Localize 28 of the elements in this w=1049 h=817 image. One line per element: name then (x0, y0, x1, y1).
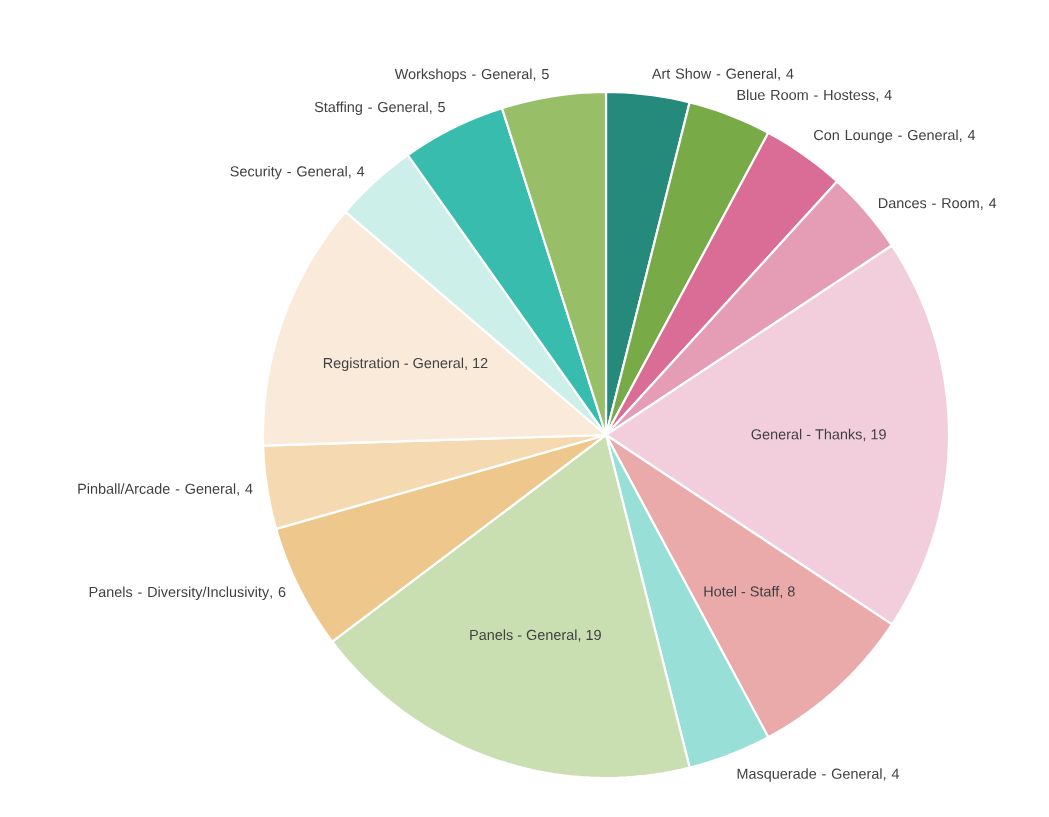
slice-label: Workshops - General (394, 68, 532, 82)
slice-label: Panels - Diversity/Inclusivity (89, 586, 270, 600)
data-label: , 4 (981, 198, 997, 210)
slice-label: Con Lounge - General (814, 129, 958, 144)
data-label: , 8 (780, 586, 795, 599)
data-label: , 4 (876, 89, 892, 102)
slice-label: Masquerade - General (737, 768, 882, 782)
data-label: , 5 (533, 69, 549, 81)
slice-label: Security - General (230, 165, 347, 180)
slice-label: General - Thanks (751, 428, 862, 440)
slice-label: Art Show - General (651, 68, 777, 79)
data-label: , 5 (429, 102, 445, 114)
slice-label: Dances - Room (878, 198, 979, 209)
data-label: , 12 (465, 357, 488, 370)
data-label: , 4 (237, 483, 253, 496)
slice-label: Pinball/Arcade - General (78, 483, 236, 494)
data-label: , 4 (959, 130, 976, 142)
slice-label: Staffing - General (314, 101, 428, 116)
slice-label: Hotel - Staff (704, 586, 780, 597)
data-label: , 4 (778, 68, 794, 81)
slice-label: Panels - General (470, 629, 577, 641)
slice-label: Blue Room - Hostess (737, 89, 875, 101)
data-label: , 19 (578, 629, 601, 642)
data-label: , 19 (863, 429, 886, 442)
data-label: , 4 (883, 768, 900, 781)
data-label: , 6 (270, 586, 286, 599)
data-label: , 4 (349, 166, 365, 179)
slice-label: Registration - General (323, 357, 464, 372)
